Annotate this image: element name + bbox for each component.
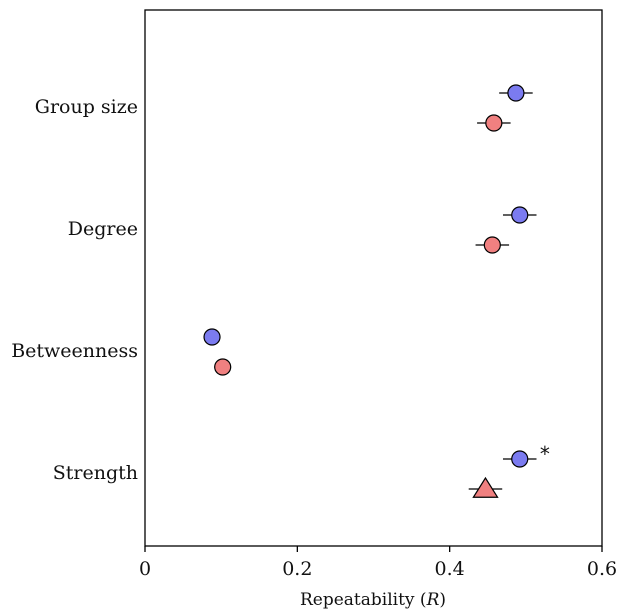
x-tick-label: 0.6 <box>587 558 617 580</box>
data-point-circle <box>214 358 232 376</box>
x-tick-label: 0.2 <box>282 558 312 580</box>
x-tick-label: 0.4 <box>435 558 465 580</box>
data-point-circle <box>511 206 529 224</box>
data-point-triangle <box>472 476 499 498</box>
data-point-circle <box>485 114 503 132</box>
data-point-circle <box>203 328 221 346</box>
category-label: Degree <box>68 218 138 240</box>
category-label: Strength <box>53 462 138 484</box>
x-axis-label-suffix: ) <box>439 590 446 610</box>
category-label: Group size <box>35 96 138 118</box>
x-axis-label: Repeatability (R) <box>300 590 446 610</box>
x-tick-label: 0 <box>139 558 151 580</box>
category-label: Betweenness <box>11 340 138 362</box>
x-axis-label-italic: R <box>426 590 440 610</box>
plot-frame <box>144 9 603 547</box>
x-axis-label-prefix: Repeatability ( <box>300 590 427 610</box>
data-point-circle <box>507 84 525 102</box>
data-point-circle <box>511 450 529 468</box>
data-point-circle <box>483 236 501 254</box>
significance-annotation: * <box>540 442 550 466</box>
